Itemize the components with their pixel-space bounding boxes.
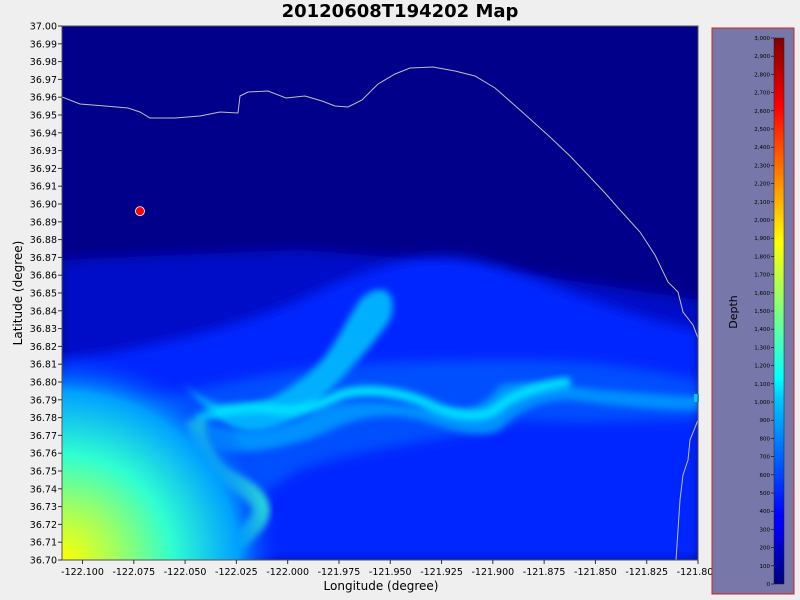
colorbar-gradient — [773, 37, 785, 585]
colorbar-tick-label: 2,700 — [754, 91, 770, 97]
y-axis: 36.70 36.71 36.72 36.73 36.74 36.75 36.76 36.77… — [30, 22, 62, 567]
colorbar-tick-label: 2,900 — [754, 54, 770, 60]
y-tick-label: 36.99 — [30, 39, 57, 50]
y-tick-label: 36.82 — [30, 342, 57, 353]
colorbar-title: Depth — [727, 295, 740, 329]
colorbar-tick-label: 1,600 — [754, 291, 770, 297]
colorbar-tick-label: 1,300 — [754, 345, 770, 351]
colorbar-tick-label: 2,600 — [754, 109, 770, 115]
colorbar-tick-label: 400 — [760, 509, 771, 515]
y-tick-label: 36.81 — [30, 360, 57, 371]
colorbar-tick-label: 1,000 — [754, 400, 770, 406]
y-tick-label: 36.83 — [30, 324, 57, 335]
x-axis-title: Longitude (degree) — [324, 579, 439, 593]
y-tick-label: 36.75 — [30, 467, 57, 478]
colorbar-tick-label: 1,500 — [754, 309, 770, 315]
y-tick-label: 36.79 — [30, 395, 57, 406]
colorbar-tick-label: 200 — [760, 546, 771, 552]
y-axis-title: Latitude (degree) — [11, 241, 25, 346]
y-tick-label: 36.90 — [30, 200, 57, 211]
y-tick-label: 36.95 — [30, 111, 57, 122]
y-tick-label: 36.92 — [30, 164, 57, 175]
station-marker — [135, 206, 145, 217]
colorbar-tick-label: 700 — [760, 455, 771, 461]
y-tick-label: 36.71 — [30, 538, 57, 549]
x-tick-label: -121.825 — [625, 567, 668, 578]
x-tick-label: -122.000 — [266, 567, 309, 578]
y-tick-label: 36.72 — [30, 520, 57, 531]
y-tick-label: 36.80 — [30, 378, 57, 389]
y-tick-label: 36.74 — [30, 484, 57, 495]
y-tick-label: 36.76 — [30, 449, 57, 460]
y-tick-label: 36.89 — [30, 217, 57, 228]
y-tick-label: 36.97 — [30, 75, 57, 86]
y-tick-label: 36.86 — [30, 271, 57, 282]
colorbar-tick-label: 2,000 — [754, 218, 770, 224]
colorbar-ticks: 0 100 200 300 400 500 600 700 800 900 1,000 1,100 1,… — [754, 36, 774, 588]
coastline — [62, 66, 698, 339]
colorbar-tick-label: 1,200 — [754, 364, 770, 370]
y-tick-label: 36.94 — [30, 128, 57, 139]
y-tick-label: 36.93 — [30, 146, 57, 157]
y-tick-label: 37.00 — [30, 22, 57, 33]
colorbar-tick-label: 900 — [760, 418, 771, 424]
y-tick-label: 36.85 — [30, 289, 57, 300]
colorbar-tick-label: 1,400 — [754, 327, 770, 333]
colorbar: 0 100 200 300 400 500 600 700 800 900 1,000 1,100 1,… — [711, 27, 795, 595]
colorbar-tick-label: 1,900 — [754, 236, 770, 242]
y-tick-label: 36.78 — [30, 413, 57, 424]
colorbar-tick-label: 2,100 — [754, 200, 770, 206]
x-tick-label: -121.900 — [471, 567, 514, 578]
markers-layer — [135, 206, 699, 403]
y-tick-label: 36.88 — [30, 235, 57, 246]
x-tick-label: -122.075 — [112, 567, 155, 578]
x-tick-label: -122.025 — [215, 567, 258, 578]
colorbar-tick-label: 600 — [760, 473, 771, 479]
x-tick-label: -121.800 — [677, 567, 720, 578]
colorbar-tick-label: 100 — [760, 564, 771, 570]
y-tick-label: 36.91 — [30, 182, 57, 193]
colorbar-tick-label: 2,400 — [754, 145, 770, 151]
y-tick-label: 36.84 — [30, 306, 57, 317]
x-tick-label: -121.925 — [420, 567, 463, 578]
x-tick-label: -122.100 — [61, 567, 104, 578]
x-tick-label: -121.975 — [318, 567, 361, 578]
colorbar-tick-label: 2,800 — [754, 72, 770, 78]
y-tick-label: 36.96 — [30, 93, 57, 104]
chart-title: 20120608T194202 Map — [281, 1, 519, 22]
colorbar-tick-label: 0 — [767, 582, 771, 588]
edge-marker — [694, 394, 699, 403]
y-tick-label: 36.73 — [30, 502, 57, 513]
colorbar-tick-label: 2,500 — [754, 127, 770, 133]
colorbar-tick-label: 2,200 — [754, 182, 770, 188]
x-tick-label: -121.950 — [369, 567, 412, 578]
x-tick-label: -121.875 — [523, 567, 566, 578]
colorbar-tick-label: 300 — [760, 527, 771, 533]
x-tick-label: -122.050 — [164, 567, 207, 578]
colorbar-tick-label: 3,000 — [754, 36, 770, 42]
y-tick-label: 36.77 — [30, 431, 57, 442]
y-tick-label: 36.87 — [30, 253, 57, 264]
x-axis: -122.100 -122.075 -122.050 -122.025 -122.000… — [61, 560, 719, 578]
colorbar-tick-label: 1,700 — [754, 273, 770, 279]
bathymetry-field — [62, 250, 698, 560]
colorbar-tick-label: 1,100 — [754, 382, 770, 388]
x-tick-label: -121.850 — [574, 567, 617, 578]
colorbar-tick-label: 800 — [760, 436, 771, 442]
y-tick-label: 36.70 — [30, 556, 57, 567]
colorbar-tick-label: 500 — [760, 491, 771, 497]
coastline-south — [675, 419, 698, 560]
colorbar-tick-label: 2,300 — [754, 163, 770, 169]
y-tick-label: 36.98 — [30, 57, 57, 68]
colorbar-tick-label: 1,800 — [754, 254, 770, 260]
plot-area — [62, 26, 698, 560]
